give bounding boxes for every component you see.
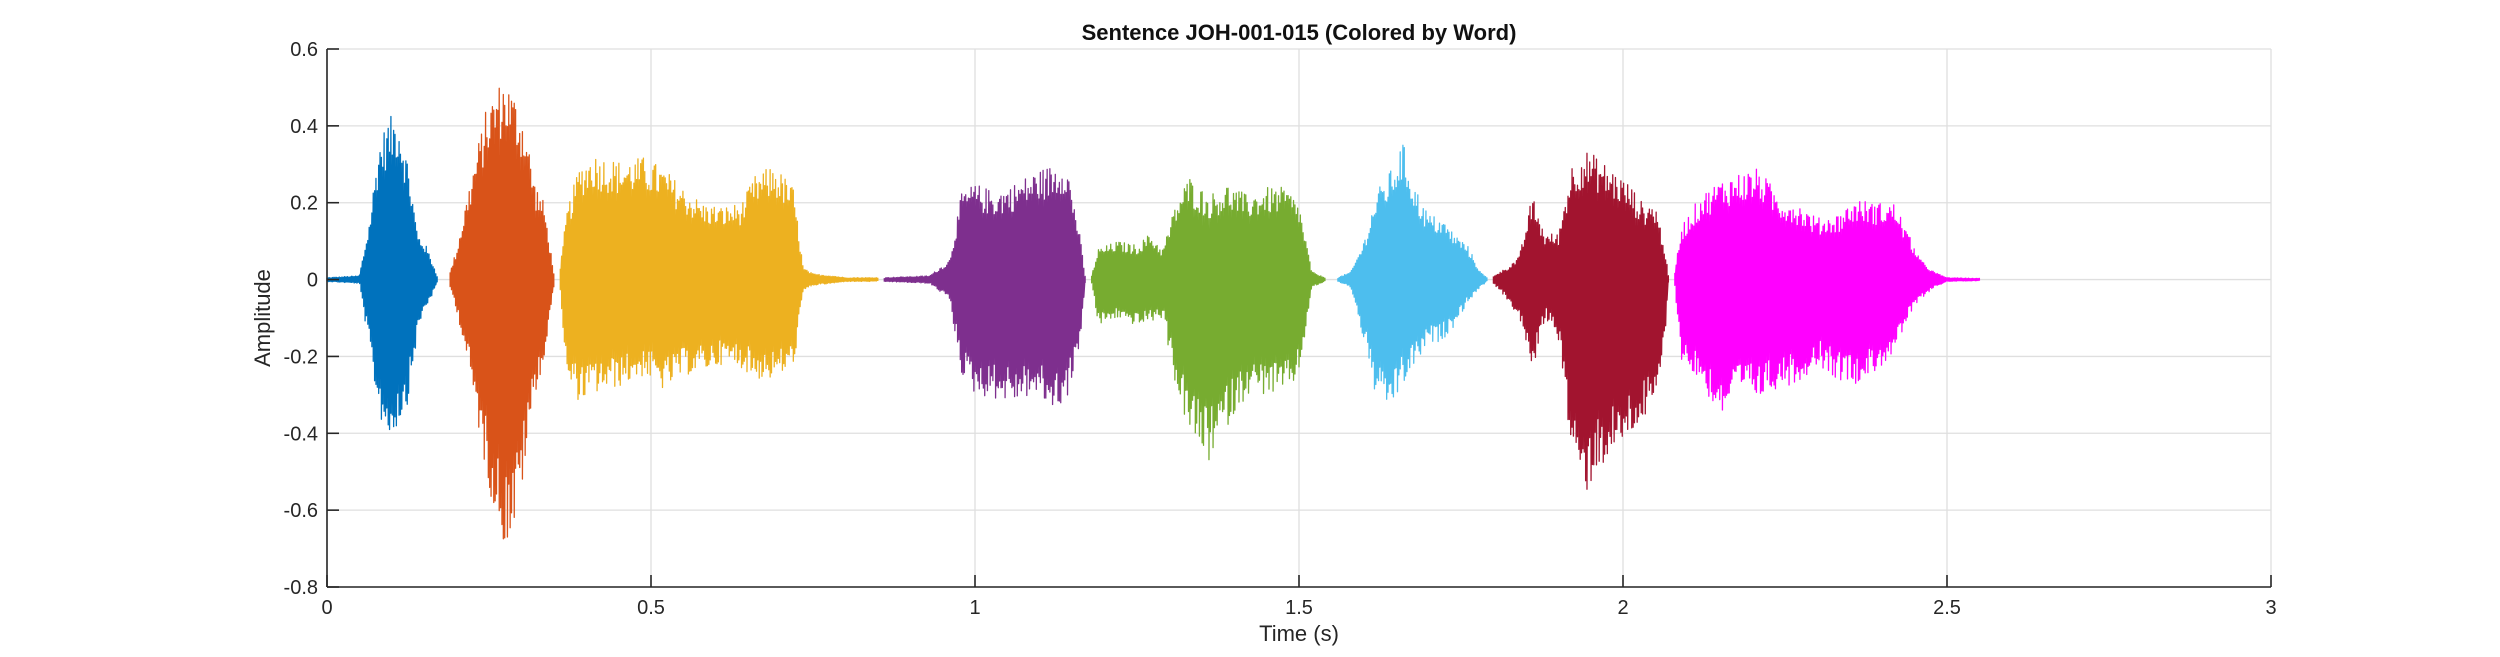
x-tick-label: 2 xyxy=(1617,597,1628,619)
y-tick-label: 0.4 xyxy=(290,116,318,138)
y-tick-label: 0 xyxy=(307,270,318,292)
axis-ticks: 0 0.5 1 1.5 2 2.5 3 0.6 0.4 0.2 0 -0.2 -0.4 -0.6 -0.8 xyxy=(284,39,2277,619)
waveform-line xyxy=(1090,179,1326,461)
waveform-series xyxy=(326,87,1981,540)
waveform-line xyxy=(1337,144,1488,400)
y-tick-label: -0.6 xyxy=(284,500,318,522)
waveform-segment xyxy=(1337,144,1488,400)
waveform-segment xyxy=(326,115,438,431)
x-tick-label: 0.5 xyxy=(637,597,665,619)
y-tick-label: -0.8 xyxy=(284,577,318,599)
waveform-segment xyxy=(449,87,555,540)
waveform-line xyxy=(1492,152,1670,490)
x-tick-label: 2.5 xyxy=(1933,597,1961,619)
waveform-line xyxy=(326,115,438,431)
waveform-line xyxy=(449,87,555,540)
chart-title: Sentence JOH-001-015 (Colored by Word) xyxy=(1082,20,1517,45)
y-tick-label: 0.2 xyxy=(290,193,318,215)
x-tick-label: 1.5 xyxy=(1285,597,1313,619)
y-axis-title: Amplitude xyxy=(250,269,275,367)
y-tick-label: 0.6 xyxy=(290,39,318,61)
y-tick-label: -0.4 xyxy=(284,423,318,445)
x-tick-label: 3 xyxy=(2265,597,2276,619)
x-tick-label: 1 xyxy=(969,597,980,619)
waveform-segment xyxy=(1674,168,1981,411)
waveform-segment xyxy=(559,157,879,400)
x-tick-label: 0 xyxy=(321,597,332,619)
x-axis-title: Time (s) xyxy=(1259,621,1339,646)
waveform-line xyxy=(883,168,1086,406)
waveform-segment xyxy=(1492,152,1670,490)
waveform-segment xyxy=(883,168,1086,406)
waveform-segment xyxy=(1090,179,1326,461)
y-tick-label: -0.2 xyxy=(284,346,318,368)
waveform-line xyxy=(559,157,879,400)
waveform-line xyxy=(1674,168,1981,411)
